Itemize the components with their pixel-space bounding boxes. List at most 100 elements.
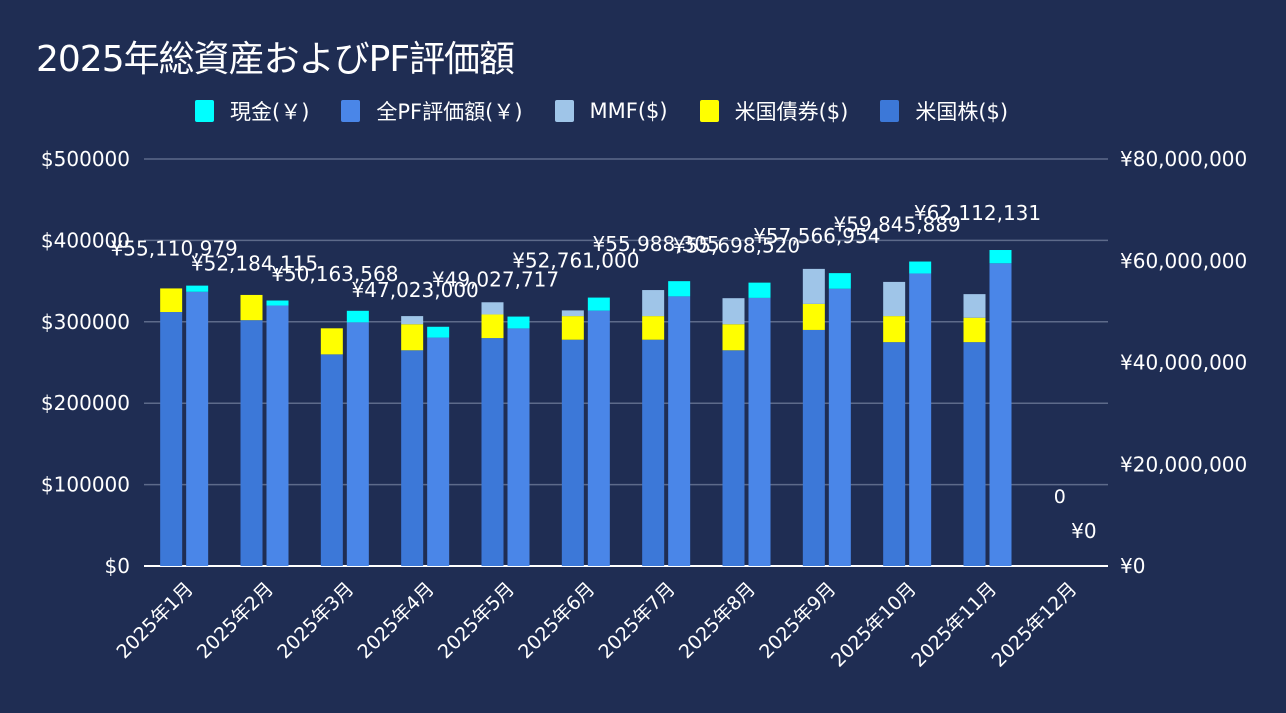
bar-segment-usd [160, 288, 183, 313]
bar-segment-usd [240, 320, 263, 566]
bar-segment-usd [401, 316, 424, 325]
right-axis-tick-label: ¥60,000,000 [1120, 249, 1247, 273]
bar-segment-usd [722, 324, 745, 351]
bar-segment-jpy [668, 296, 691, 566]
legend-label: 現金(￥) [230, 100, 310, 124]
data-label-total: ¥52,184,115 [191, 252, 318, 276]
bar-segment-jpy [507, 328, 530, 566]
bar-segment-usd [722, 298, 745, 325]
bar-segment-jpy [748, 297, 771, 566]
bar-segment-usd [481, 302, 504, 315]
legend-label: 全PF評価額(￥) [376, 100, 523, 124]
bar-segment-jpy [909, 261, 932, 274]
bar-segment-usd [561, 316, 584, 340]
data-label-total: ¥52,761,000 [512, 249, 639, 273]
data-label-usd-total: 0 [1054, 486, 1066, 508]
data-label-total: ¥55,110,979 [111, 237, 238, 261]
bar-segment-jpy [266, 305, 289, 566]
legend-swatch [195, 100, 214, 122]
data-label-total: ¥59,845,889 [834, 213, 961, 237]
left-axis-tick-label: $200000 [41, 391, 130, 415]
right-axis-tick-label: ¥80,000,000 [1120, 147, 1247, 171]
right-axis-tick-label: ¥40,000,000 [1120, 351, 1247, 375]
bar-segment-jpy [668, 281, 691, 297]
legend-item-us-stocks[interactable]: 米国株($) [880, 96, 1008, 126]
bar-segment-usd [883, 281, 906, 317]
x-axis-tick-label: 2025年1月 [113, 578, 198, 663]
bar-segment-usd [802, 303, 825, 330]
data-label-total: ¥55,698,520 [673, 234, 800, 258]
bar-segment-jpy [507, 316, 530, 329]
legend-label: 米国株($) [915, 100, 1009, 124]
bar-segment-jpy [989, 250, 1012, 264]
left-axis-tick-label: $300000 [41, 310, 130, 334]
x-axis-tick-label: 2025年7月 [595, 578, 680, 663]
data-label-total: ¥47,023,000 [352, 278, 479, 302]
bar-segment-usd [642, 316, 665, 340]
x-axis-tick-label: 2025年2月 [193, 578, 278, 663]
bar-segment-jpy [186, 285, 209, 292]
data-label-total: ¥62,112,131 [914, 201, 1041, 225]
right-axis-tick-label: ¥20,000,000 [1120, 452, 1247, 476]
x-axis-tick-label: 2025年12月 [988, 578, 1082, 672]
legend-label: MMF($) [589, 99, 668, 123]
bar-segment-usd [561, 310, 584, 317]
legend-swatch [341, 100, 361, 122]
bar-segment-jpy [828, 288, 851, 566]
bar-segment-jpy [828, 273, 851, 289]
legend-swatch [554, 100, 574, 122]
bar-segment-usd [401, 324, 424, 351]
bar-segment-jpy [909, 273, 932, 566]
left-axis-tick-label: $400000 [41, 228, 130, 252]
bar-segment-jpy [748, 282, 771, 298]
bar-segment-jpy [427, 326, 450, 338]
x-axis-tick-label: 2025年11月 [907, 578, 1001, 672]
x-axis-tick-label: 2025年6月 [514, 578, 599, 663]
bar-segment-usd [320, 354, 343, 566]
bar-segment-usd [883, 316, 906, 343]
legend-item-total-pf[interactable]: 全PF評価額(￥) [341, 96, 523, 126]
x-axis-tick-label: 2025年10月 [827, 578, 921, 672]
legend-swatch [880, 100, 900, 122]
bar-segment-jpy [266, 300, 289, 306]
bar-segment-usd [642, 339, 665, 566]
bar-segment-usd [401, 350, 424, 566]
bar-segment-jpy [989, 263, 1012, 566]
data-label-total: ¥55,988,305 [593, 232, 720, 256]
data-label-total: ¥49,027,717 [432, 268, 559, 292]
x-axis-tick-label: 2025年5月 [434, 578, 519, 663]
bar-segment-usd [722, 350, 745, 566]
bar-segment-usd [883, 342, 906, 566]
bar-segment-jpy [346, 310, 369, 323]
bar-segment-usd [320, 328, 343, 355]
chart-title: 2025年総資産およびPF評価額 [36, 39, 515, 80]
left-axis-tick-label: $0 [105, 554, 130, 578]
bar-segment-usd [561, 339, 584, 566]
x-axis-tick-label: 2025年8月 [675, 578, 760, 663]
legend-item-us-bonds[interactable]: 米国債券($) [699, 96, 849, 126]
bar-segment-usd [481, 314, 504, 339]
data-label-total: ¥57,566,954 [753, 224, 880, 248]
bar-segment-jpy [346, 322, 369, 566]
bar-segment-usd [642, 290, 665, 317]
legend-swatch [699, 100, 719, 122]
bar-segment-jpy [427, 337, 450, 566]
bar-segment-usd [802, 329, 825, 566]
legend-item-mmf[interactable]: MMF($) [554, 96, 668, 126]
x-axis-tick-label: 2025年3月 [273, 578, 358, 663]
bar-segment-jpy [587, 297, 610, 311]
data-label-total: ¥0 [1071, 519, 1096, 543]
legend-item-cash[interactable]: 現金(￥) [195, 96, 309, 126]
bar-segment-usd [802, 268, 825, 304]
legend: 現金(￥) 全PF評価額(￥) MMF($) 米国債券($) 米国株($) [195, 96, 1040, 126]
left-axis-tick-label: $500000 [41, 147, 130, 171]
bar-segment-usd [963, 317, 986, 343]
bar-segment-usd [963, 342, 986, 566]
right-axis-tick-label: ¥0 [1120, 554, 1145, 578]
bar-segment-usd [963, 294, 986, 318]
bar-segment-usd [160, 312, 183, 566]
x-axis-tick-label: 2025年4月 [354, 578, 439, 663]
bar-segment-jpy [186, 291, 209, 566]
legend-label: 米国債券($) [734, 100, 849, 124]
